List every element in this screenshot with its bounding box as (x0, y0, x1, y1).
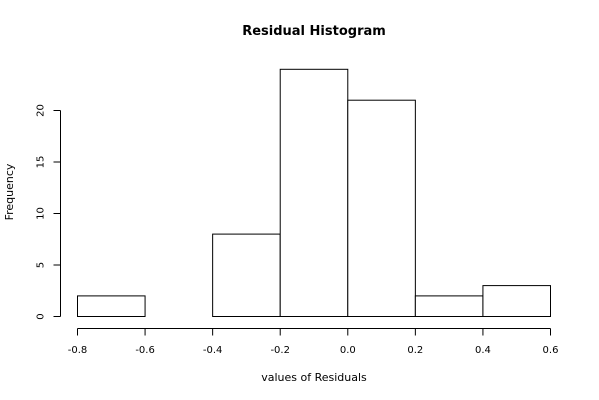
bars-group (77, 68, 551, 318)
x-axis-label: values of Residuals (261, 371, 367, 384)
y-tick-label: 0 (36, 313, 47, 319)
y-tick-label: 20 (36, 104, 47, 117)
x-tick-label: 0.6 (543, 345, 559, 356)
histogram-bar (347, 99, 416, 317)
y-axis: 0 5 10 15 20 (36, 104, 61, 320)
x-tick-label: -0.4 (203, 345, 223, 356)
y-tick-label: 5 (36, 262, 47, 268)
histogram-bar (212, 233, 281, 318)
x-tick-label: -0.8 (68, 345, 88, 356)
x-tick-label: -0.2 (270, 345, 290, 356)
x-axis: -0.8 -0.6 -0.4 -0.2 0.0 0.2 0.4 0.6 (68, 328, 559, 356)
y-axis-label: Frequency (3, 163, 16, 220)
histogram-bar (414, 295, 484, 317)
histogram-bar (77, 295, 146, 317)
x-tick-label: 0.4 (475, 345, 491, 356)
histogram-bar (279, 68, 349, 317)
histogram-bar (482, 285, 551, 318)
chart-title: Residual Histogram (242, 24, 386, 39)
y-tick-label: 10 (36, 207, 47, 220)
y-tick-label: 15 (36, 156, 47, 169)
x-tick-label: 0.0 (340, 345, 356, 356)
x-tick-label: -0.6 (135, 345, 155, 356)
x-tick-label: 0.2 (407, 345, 423, 356)
